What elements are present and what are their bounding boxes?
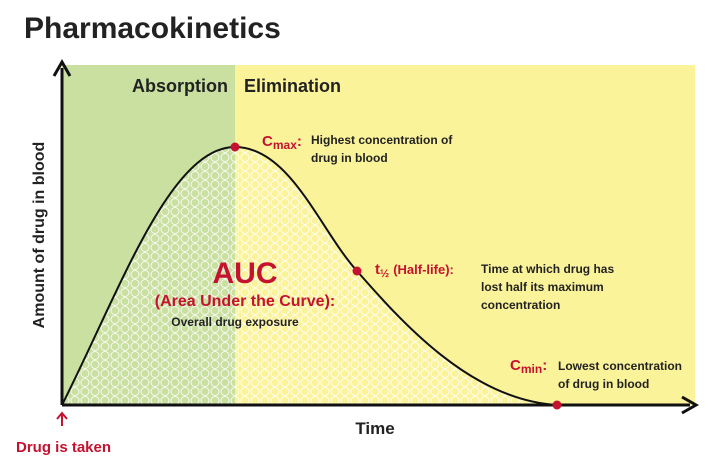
auc-desc: Overall drug exposure bbox=[171, 315, 299, 329]
half-life-desc: concentration bbox=[481, 298, 560, 312]
concentration-curve bbox=[61, 145, 558, 406]
label: (Half-life): bbox=[393, 262, 454, 277]
cmin-point bbox=[552, 400, 562, 410]
auc-subtitle: (Area Under the Curve): bbox=[155, 293, 335, 310]
cmin-label: Cmin: bbox=[510, 357, 547, 376]
auc-title: AUC bbox=[213, 257, 278, 290]
symbol: C bbox=[262, 133, 273, 150]
cmax-desc: drug in blood bbox=[311, 151, 388, 165]
separator: : bbox=[542, 357, 547, 374]
half-life-desc: Time at which drug has bbox=[481, 262, 614, 276]
cmin-desc: of drug in blood bbox=[558, 377, 649, 391]
y-axis-label: Amount of drug in blood bbox=[31, 142, 48, 329]
cmax-label: Cmax: bbox=[262, 133, 302, 152]
phase-label: Elimination bbox=[244, 76, 341, 96]
cmin-desc: Lowest concentration bbox=[558, 359, 682, 373]
phase-label: Absorption bbox=[132, 76, 228, 96]
half-life-point bbox=[352, 266, 362, 276]
symbol: t bbox=[375, 261, 380, 278]
subscript: min bbox=[521, 362, 542, 376]
x-axis-arrow bbox=[681, 395, 700, 415]
y-axis-arrow bbox=[52, 58, 72, 77]
start-arrow bbox=[56, 411, 68, 426]
half-life-desc: lost half its maximum bbox=[481, 280, 604, 294]
subscript: max bbox=[273, 138, 297, 152]
start-label: Drug is taken bbox=[16, 439, 111, 456]
x-axis-label: Time bbox=[355, 419, 394, 438]
cmax-point bbox=[230, 142, 240, 152]
half-life-label: t½ (Half-life): bbox=[375, 261, 454, 280]
title: Pharmacokinetics bbox=[24, 12, 281, 45]
subscript: ½ bbox=[380, 268, 389, 280]
symbol: C bbox=[510, 357, 521, 374]
cmax-desc: Highest concentration of bbox=[311, 133, 453, 147]
separator: : bbox=[297, 133, 302, 150]
